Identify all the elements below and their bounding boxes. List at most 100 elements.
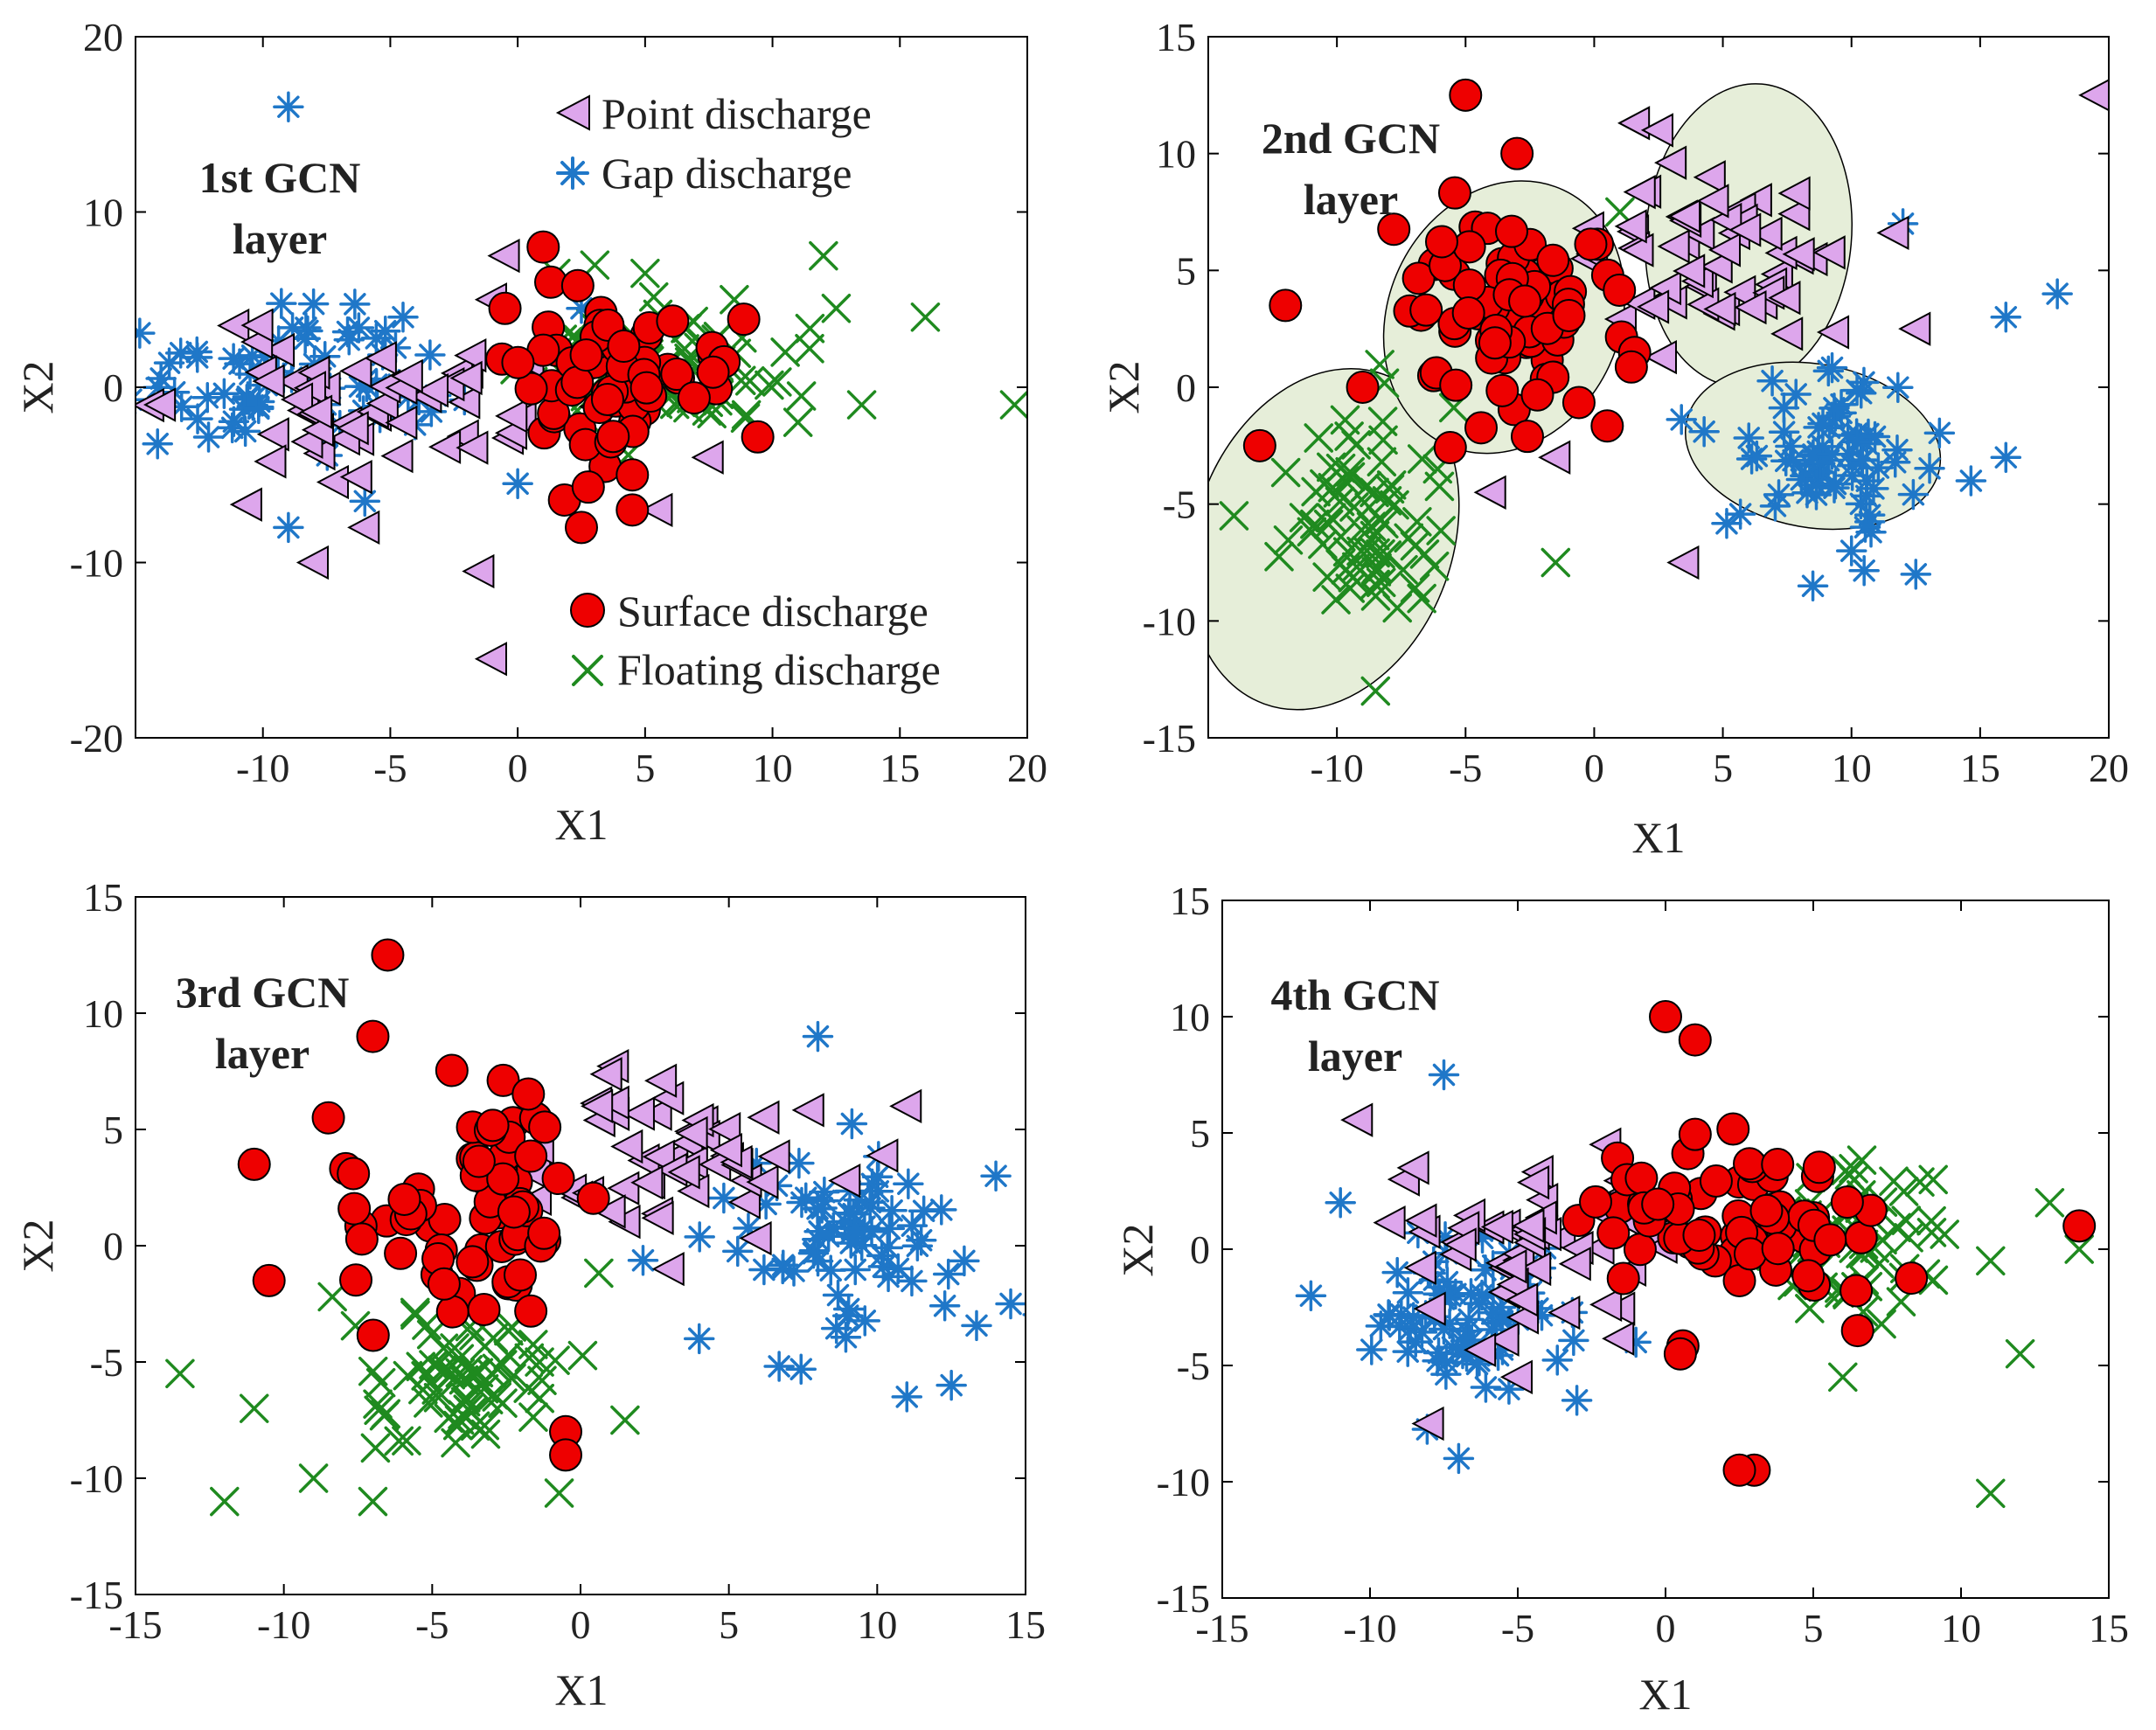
gap-discharge-point: [839, 1254, 872, 1286]
gap-discharge-point: [928, 1289, 961, 1322]
surface-discharge-point: [337, 1157, 371, 1191]
gap-discharge-point: [502, 468, 533, 500]
point-discharge-point: [462, 553, 495, 589]
gap-discharge-point: [1990, 441, 2022, 473]
surface-discharge-point: [1716, 1112, 1750, 1146]
gap-discharge-point: [1797, 570, 1829, 601]
surface-discharge-point: [1733, 1147, 1767, 1181]
floating-discharge-point: [406, 1351, 436, 1382]
floating-discharge-point: [518, 1402, 548, 1432]
floating-discharge-point: [364, 1395, 393, 1425]
point-discharge-point: [415, 372, 449, 408]
gap-discharge-point: [331, 316, 364, 348]
floating-discharge-point: [999, 390, 1027, 420]
gap-discharge-point: [1955, 465, 1987, 497]
x-tick-label: -10: [236, 746, 289, 790]
gap-discharge-point: [1881, 434, 1913, 466]
point-discharge-point: [316, 464, 350, 500]
y-axis-label: X2: [1099, 360, 1148, 413]
surface-discharge-point: [596, 420, 630, 454]
point-discharge-point: [143, 387, 177, 422]
floating-discharge-point: [2034, 1188, 2065, 1218]
point-discharge-point: [1403, 1250, 1436, 1285]
point-discharge-point: [1777, 196, 1811, 232]
surface-discharge-point: [1840, 1314, 1874, 1348]
gap-discharge-point: [181, 342, 213, 373]
point-discharge-point: [1768, 281, 1801, 316]
floating-discharge-point: [1341, 430, 1371, 460]
point-discharge-point: [1589, 1287, 1623, 1323]
point-discharge-point: [261, 332, 296, 368]
floating-discharge-point: [1367, 447, 1397, 477]
floating-discharge-point: [1540, 547, 1571, 578]
gap-discharge-point: [822, 1279, 854, 1311]
scatter-points: [1295, 1000, 2097, 1509]
gap-discharge-point: [849, 1305, 881, 1337]
surface-discharge-point: [1840, 1274, 1874, 1308]
x-tick-label: 15: [1960, 746, 2000, 790]
point-discharge-point: [1494, 1249, 1527, 1284]
floating-discharge-point: [544, 1478, 574, 1508]
floating-discharge-point: [755, 370, 784, 400]
surface-discharge-point: [514, 1294, 548, 1328]
point-discharge-point: [1558, 1247, 1591, 1282]
surface-discharge-point: [384, 1236, 418, 1270]
point-discharge-point: [380, 438, 414, 474]
y-tick-label: -10: [1157, 1460, 1210, 1504]
x-tick-label: -15: [1195, 1606, 1248, 1650]
gap-discharge-point: [1666, 404, 1697, 435]
floating-discharge-point: [795, 314, 825, 344]
floating-discharge-point: [451, 1383, 481, 1413]
surface-discharge-point: [427, 1267, 461, 1301]
panel-title-line-2: layer: [1304, 175, 1398, 224]
gap-discharge-point: [763, 1351, 795, 1382]
point-discharge-point: [757, 1139, 790, 1174]
gap-discharge-point: [802, 1020, 834, 1053]
gap-discharge-point: [297, 288, 330, 320]
surface-discharge-point: [1242, 428, 1276, 462]
point-discharge-point: [667, 1155, 700, 1190]
floating-discharge-point: [846, 390, 877, 420]
floating-discharge-point: [762, 367, 792, 397]
point-discharge-point: [1667, 198, 1701, 233]
surface-discharge-point: [1424, 225, 1458, 259]
point-discharge-point: [364, 341, 397, 376]
surface-discharge-point: [252, 1263, 286, 1297]
gap-discharge-point: [266, 288, 297, 319]
point-discharge-point: [1373, 1205, 1406, 1240]
gap-discharge-point: [1897, 478, 1930, 511]
surface-discharge-point: [486, 1162, 520, 1196]
point-discharge-point: [456, 430, 489, 465]
x-tick-label: 15: [880, 746, 920, 790]
point-discharge-point: [639, 1096, 672, 1131]
floating-discharge-point: [1219, 501, 1249, 531]
surface-discharge-point: [467, 1293, 501, 1327]
gap-discharge-point: [1381, 1256, 1413, 1289]
legend-item-point: Point discharge: [555, 89, 872, 138]
point-discharge-point: [339, 353, 372, 389]
gap-discharge-point: [1075, 1328, 1103, 1356]
gap-discharge-point: [142, 428, 173, 460]
gap-discharge-point: [1816, 351, 1848, 384]
y-tick-label: -10: [70, 1456, 123, 1501]
surface-discharge-point: [1590, 409, 1624, 443]
surface-discharge-point: [1761, 1232, 1795, 1266]
surface-discharge-point: [1451, 296, 1485, 330]
legend: Point discharge Gap discharge Surface di…: [555, 89, 941, 694]
floating-discharge-point: [782, 407, 813, 437]
x-axis-label: X1: [554, 1665, 608, 1714]
point-discharge-point: [1411, 1406, 1444, 1442]
x-axis-label: X1: [554, 800, 608, 849]
point-discharge-point: [428, 429, 462, 464]
surface-discharge-point: [337, 1192, 372, 1226]
point-discharge-point: [622, 1096, 655, 1131]
gap-discharge-point: [1835, 535, 1867, 566]
gap-discharge-point: [1780, 379, 1812, 410]
point-discharge-point: [596, 1085, 629, 1120]
floating-discharge-point: [610, 1405, 640, 1435]
y-tick-label: 5: [1190, 1111, 1210, 1156]
point-discharge-point: [449, 360, 483, 396]
point-discharge-point: [1693, 160, 1726, 195]
y-axis-label: X2: [1113, 1223, 1162, 1276]
point-discharge-point: [1413, 1291, 1446, 1326]
